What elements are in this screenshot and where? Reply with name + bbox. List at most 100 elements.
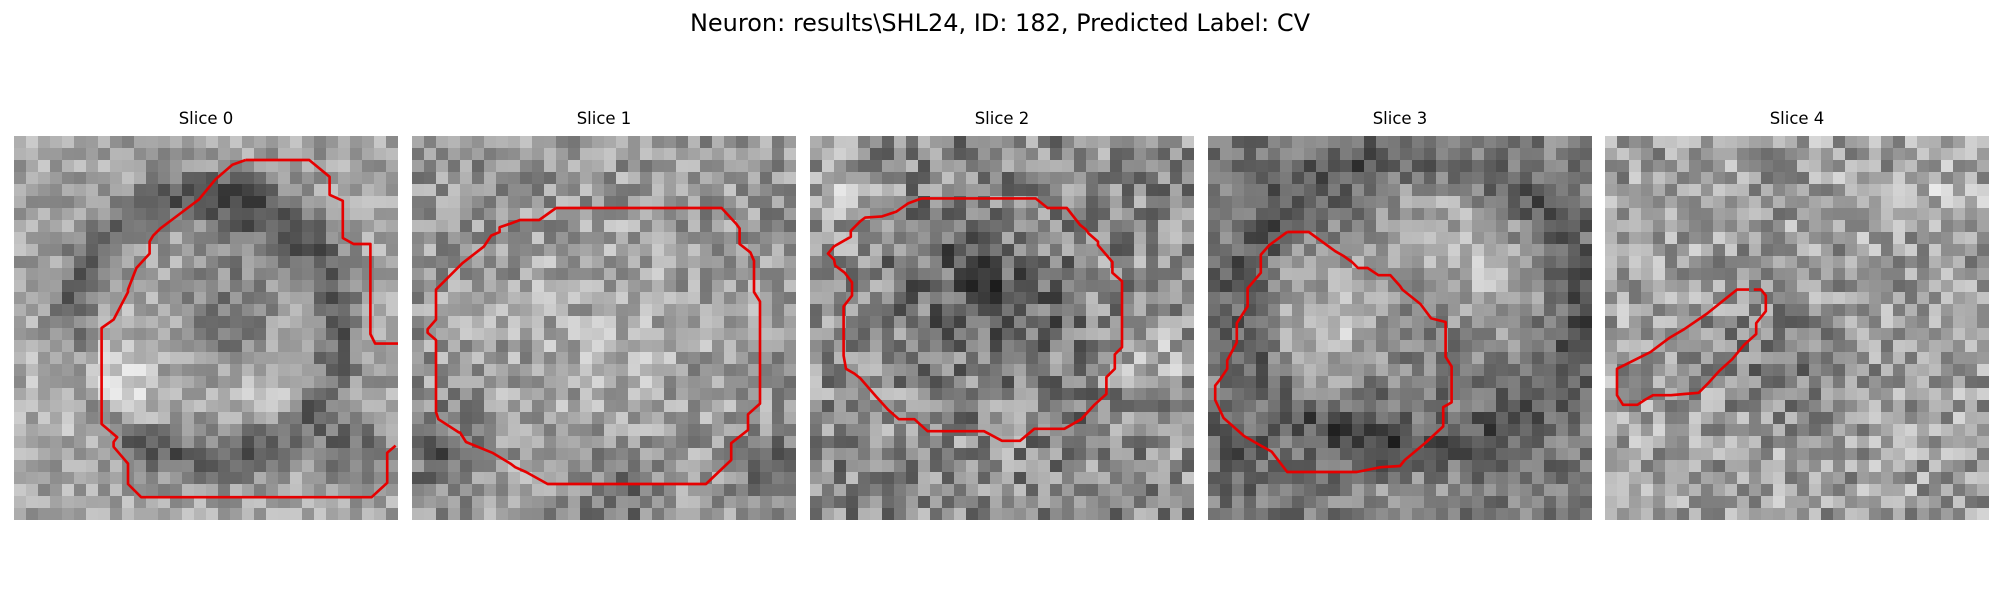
pixel [436,232,449,245]
pixel [1182,484,1194,497]
pixel [1316,448,1329,461]
pixel [1256,364,1269,377]
pixel [86,148,99,161]
pixel [1881,184,1894,197]
pixel [1941,400,1954,413]
pixel [580,460,593,473]
slice-title: Slice 2 [974,109,1030,128]
pixel [374,460,387,473]
pixel [1256,496,1269,509]
pixel [858,364,871,377]
pixel [436,136,449,149]
pixel [1220,496,1233,509]
pixel [1122,364,1135,377]
pixel [1158,352,1171,365]
pixel [1026,364,1039,377]
pixel [1893,244,1906,257]
pixel [652,436,665,449]
pixel [424,412,437,425]
pixel [1328,436,1341,449]
pixel [978,148,991,161]
pixel [86,448,99,461]
pixel [194,364,207,377]
pixel [592,496,605,509]
slice-image [810,136,1194,520]
pixel [472,352,485,365]
pixel [810,220,823,233]
pixel [834,136,847,149]
pixel [170,340,183,353]
pixel [1098,364,1111,377]
pixel [1062,340,1075,353]
pixel [1737,328,1750,341]
pixel [1026,448,1039,461]
pixel [290,244,303,257]
pixel [978,472,991,485]
pixel [712,400,725,413]
pixel [302,184,315,197]
pixel [616,484,629,497]
pixel [1749,448,1762,461]
pixel [472,412,485,425]
pixel [1388,244,1401,257]
pixel [906,220,919,233]
pixel [1316,496,1329,509]
pixel [1244,244,1257,257]
pixel [676,148,689,161]
pixel [1496,268,1509,281]
pixel [1496,376,1509,389]
pixel [1809,136,1822,149]
pixel [628,388,641,401]
pixel [1110,160,1123,173]
pixel [858,388,871,401]
pixel [1268,424,1281,437]
pixel [1484,256,1497,269]
pixel [1220,340,1233,353]
pixel [1977,364,1989,377]
pixel [1917,340,1930,353]
pixel [1653,352,1666,365]
pixel [374,232,387,245]
pixel [1364,376,1377,389]
pixel [1170,484,1183,497]
pixel [846,472,859,485]
pixel [688,460,701,473]
pixel [1050,184,1063,197]
pixel [266,424,279,437]
pixel [1556,436,1569,449]
pixel [1424,172,1437,185]
pixel [1713,376,1726,389]
pixel [1929,352,1942,365]
pixel [110,376,123,389]
pixel [628,496,641,509]
pixel [700,136,713,149]
pixel [1340,508,1353,520]
pixel [592,148,605,161]
pixel [846,460,859,473]
pixel [242,208,255,221]
pixel [1038,244,1051,257]
pixel [436,484,449,497]
pixel [676,412,689,425]
pixel [1797,172,1810,185]
pixel [1268,352,1281,365]
pixel [1292,160,1305,173]
pixel [1773,448,1786,461]
pixel [604,244,617,257]
pixel [1869,376,1882,389]
pixel [1605,244,1618,257]
pixel [158,328,171,341]
pixel [230,244,243,257]
pixel [424,508,437,520]
pixel [1050,292,1063,305]
pixel [170,364,183,377]
pixel [338,280,351,293]
pixel [218,304,231,317]
pixel [1809,196,1822,209]
pixel [772,280,785,293]
pixel [1208,448,1221,461]
pixel [460,472,473,485]
pixel [1412,364,1425,377]
pixel [1749,136,1762,149]
pixel [810,496,823,509]
